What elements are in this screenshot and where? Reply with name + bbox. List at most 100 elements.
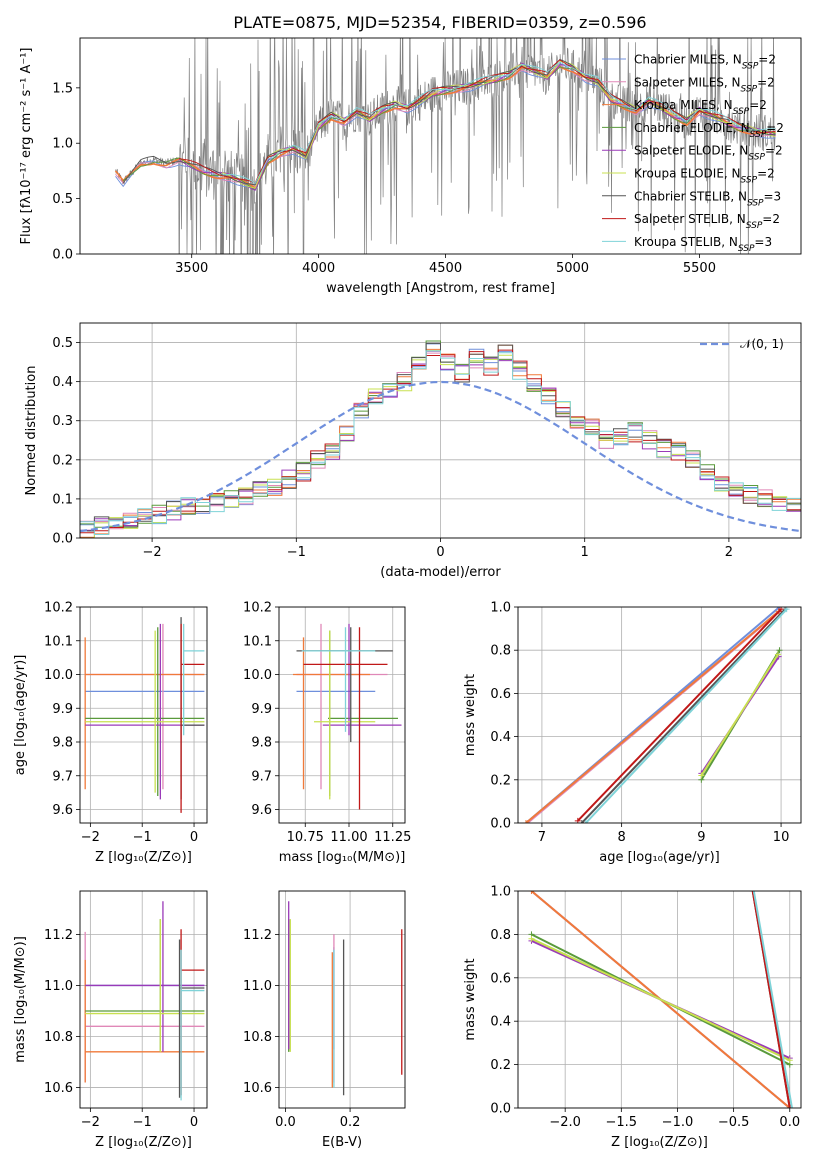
mass-weight-line (531, 937, 791, 1062)
y-tick-label: 10.6 (44, 1081, 73, 1096)
mass-weight-marker (750, 891, 757, 894)
legend-label: Kroupa MILES, NSSP=2 (634, 98, 767, 117)
y-tick-label: 0.3 (52, 414, 73, 429)
x-tick-label: 9 (697, 830, 705, 845)
residuals-ylabel: Normed distribution (24, 366, 39, 496)
mass-weight-marker (789, 1105, 796, 1108)
y-tick-label: 10.2 (243, 601, 272, 616)
legend-label: Chabrier ELODIE, NSSP=2 (634, 121, 784, 140)
x-tick-label: 10 (773, 830, 790, 845)
age-vs-Z-ylabel: age [log₁₀(age/yr)] (13, 655, 28, 776)
y-tick-label: 9.8 (52, 736, 73, 751)
x-tick-label: 8 (617, 830, 625, 845)
x-tick-label: −2 (81, 1115, 100, 1130)
x-tick-label: 0.0 (275, 1115, 296, 1130)
x-tick-label: 7 (538, 830, 546, 845)
y-tick-label: 10.0 (44, 668, 73, 683)
x-tick-label: 5000 (556, 261, 589, 276)
legend-label: 𝒩(0, 1) (740, 337, 784, 351)
residuals-plot-area (80, 323, 801, 538)
y-tick-label: 9.9 (251, 702, 272, 717)
histogram-step (80, 350, 801, 535)
age-vs-mass-xlabel: mass [log₁₀(M/M⊙)] (279, 850, 406, 865)
mass-weight-vs-Z-xlabel: Z [log₁₀(Z/Z⊙)] (611, 1135, 708, 1150)
x-tick-label: 0 (190, 1115, 198, 1130)
legend-label: Kroupa STELIB, NSSP=3 (634, 235, 772, 254)
mass-weight-vs-age-frame (517, 606, 802, 824)
spectrum-xlabel: wavelength [Angstrom, rest frame] (326, 281, 555, 296)
mass-weight-marker (786, 1057, 793, 1064)
y-tick-label: 10.6 (243, 1081, 272, 1096)
y-tick-label: 1.0 (490, 885, 511, 900)
mass-vs-Z-ylabel: mass [log₁₀(M/M⊙)] (13, 936, 28, 1063)
x-tick-label: −1 (133, 830, 152, 845)
x-tick-label: 4000 (302, 261, 335, 276)
y-tick-label: 9.7 (52, 769, 73, 784)
y-tick-label: 0.2 (490, 773, 511, 788)
x-tick-label: −1.5 (606, 1115, 638, 1130)
x-tick-label: 0 (190, 830, 198, 845)
mass-weight-marker (582, 820, 589, 823)
y-tick-label: 9.6 (251, 803, 272, 818)
mass-vs-Z-frame (79, 890, 208, 1109)
mass-weight-vs-age-xlabel: age [log₁₀(age/yr)] (599, 850, 720, 865)
age-vs-Z-xlabel: Z [log₁₀(Z/Z⊙)] (95, 850, 192, 865)
mass-weight-marker (698, 772, 705, 779)
panel-mass-vs-EBV: 0.0 0.2 10.6 10.8 11.0 11.2 E(B-V) (243, 890, 406, 1150)
model-spectrum-line (114, 65, 776, 190)
mass-weight-line (581, 608, 786, 823)
mass-weight-vs-age-ylabel: mass weight (463, 674, 478, 756)
x-tick-label: 0.2 (340, 1115, 361, 1130)
mass-weight-vs-Z-frame (517, 890, 802, 1109)
mass-vs-Z-xlabel: Z [log₁₀(Z/Z⊙)] (95, 1135, 192, 1150)
y-tick-label: 1.0 (490, 601, 511, 616)
spectrum-ylabel: Flux [fλ10⁻¹⁷ erg cm⁻² s⁻¹ A⁻¹] (19, 48, 34, 245)
y-tick-label: 9.6 (52, 803, 73, 818)
y-tick-label: 0.5 (52, 336, 73, 351)
x-tick-label: 4500 (429, 261, 462, 276)
y-tick-label: 0.4 (52, 375, 73, 390)
mass-vs-EBV-frame (278, 890, 406, 1109)
panel-mass-weight-vs-Z: −2.0 −1.5 −1.0 −0.5 0.0 0.0 0.2 0.4 0.6 0.8 1.0 Z [… (463, 885, 802, 1150)
mass-weight-line (585, 608, 788, 823)
x-tick-label: 11.25 (374, 830, 411, 845)
legend-label: Salpeter STELIB, NSSP=2 (634, 212, 780, 231)
legend-label: Chabrier STELIB, NSSP=3 (634, 189, 781, 208)
y-tick-label: 11.0 (243, 979, 272, 994)
age-vs-Z-frame (79, 606, 208, 824)
y-tick-label: 0.5 (52, 192, 73, 207)
y-tick-label: 9.9 (52, 702, 73, 717)
y-tick-label: 1.5 (52, 81, 73, 96)
y-tick-label: 0.2 (52, 453, 73, 468)
y-tick-label: 0.4 (490, 730, 511, 745)
x-tick-label: −1 (133, 1115, 152, 1130)
x-tick-label: 11.00 (330, 830, 367, 845)
panel-mass-weight-vs-age: 7 8 9 10 0.0 0.2 0.4 0.6 0.8 1.0 age [log₁₀(age/yr… (463, 601, 802, 865)
mass-weight-line (752, 891, 793, 1108)
y-tick-label: 0.1 (52, 492, 73, 507)
residuals-frame (79, 322, 802, 539)
x-tick-label: 1 (581, 545, 589, 560)
mass-weight-line (525, 610, 780, 823)
x-tick-label: −2 (143, 545, 162, 560)
mass-weight-line (700, 653, 779, 777)
y-tick-label: 10.2 (44, 601, 73, 616)
y-tick-label: 0.2 (490, 1058, 511, 1073)
mass-vs-Z-plot-area (80, 891, 207, 1108)
observed-spectrum-line (115, 38, 776, 254)
x-tick-label: −2 (81, 830, 100, 845)
x-tick-label: 0 (436, 545, 444, 560)
y-tick-label: 11.0 (44, 979, 73, 994)
mass-weight-marker (578, 820, 585, 823)
spectrum-legend: Chabrier MILES, NSSP=2 Salpeter MILES, NS… (602, 53, 784, 254)
y-tick-label: 10.8 (243, 1030, 272, 1045)
mass-weight-line (751, 891, 791, 1108)
mass-weight-vs-Z-ylabel: mass weight (463, 958, 478, 1040)
age-vs-mass-plot-area (279, 607, 405, 823)
x-tick-label: 5500 (683, 261, 716, 276)
spectrum-plot-area (114, 38, 776, 254)
y-tick-label: 10.8 (44, 1030, 73, 1045)
y-tick-label: 0.4 (490, 1015, 511, 1030)
mass-weight-marker (528, 935, 535, 942)
